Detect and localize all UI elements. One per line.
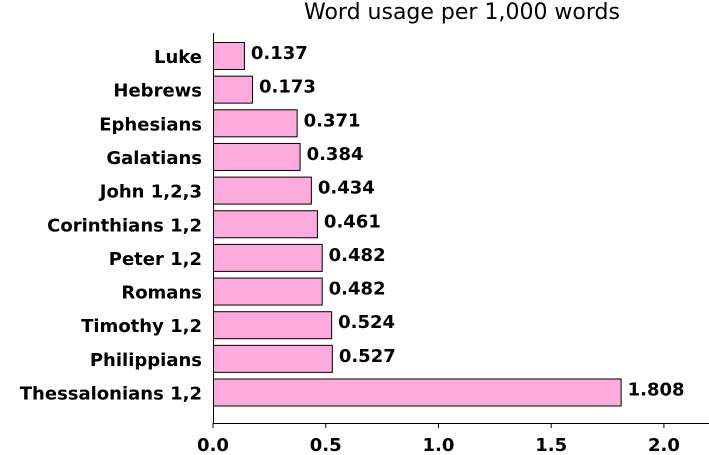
x-axis-ticks: 0.0 0.5 1.0 1.5 2.0 bbox=[197, 423, 680, 455]
x-tick-label-0: 0.0 bbox=[197, 435, 229, 455]
category-label-10: Thessalonians 1,2 bbox=[20, 384, 202, 405]
value-label-2: 0.371 bbox=[304, 110, 361, 131]
value-label-3: 0.384 bbox=[307, 144, 364, 165]
bar-9 bbox=[213, 344, 333, 373]
category-label-4: John 1,2,3 bbox=[98, 182, 202, 203]
value-label-10: 1.808 bbox=[628, 380, 685, 401]
bar-5 bbox=[213, 210, 318, 239]
category-label-3: Galatians bbox=[106, 148, 202, 169]
value-label-1: 0.173 bbox=[259, 77, 316, 98]
value-label-4: 0.434 bbox=[318, 178, 375, 199]
category-label-1: Hebrews bbox=[113, 81, 202, 102]
bar-3 bbox=[213, 142, 301, 171]
category-label-9: Philippians bbox=[90, 350, 202, 371]
value-label-9: 0.527 bbox=[339, 346, 396, 367]
bar-6 bbox=[213, 243, 323, 272]
x-tick-label-3: 1.5 bbox=[535, 435, 567, 455]
bar-0 bbox=[213, 42, 245, 70]
category-label-0: Luke bbox=[154, 47, 202, 68]
value-label-0: 0.137 bbox=[251, 43, 308, 64]
x-tick-label-1: 0.5 bbox=[310, 435, 342, 455]
value-label-8: 0.524 bbox=[338, 312, 395, 333]
bar-8 bbox=[213, 311, 333, 340]
x-tick-label-2: 1.0 bbox=[423, 435, 455, 455]
category-label-2: Ephesians bbox=[99, 114, 202, 135]
labels-layer: Luke 0.137 Hebrews 0.173 Ephesians 0.371 Galat… bbox=[20, 43, 685, 405]
bars-layer bbox=[213, 42, 622, 407]
category-label-5: Corinthians 1,2 bbox=[47, 215, 202, 236]
chart-title: Word usage per 1,000 words bbox=[304, 0, 620, 25]
value-label-6: 0.482 bbox=[329, 245, 386, 266]
bar-4 bbox=[213, 176, 312, 205]
bar-10 bbox=[213, 378, 622, 407]
bar-1 bbox=[213, 75, 254, 104]
x-tick-label-4: 2.0 bbox=[648, 435, 680, 455]
category-label-8: Timothy 1,2 bbox=[81, 316, 202, 337]
value-label-5: 0.461 bbox=[324, 211, 381, 232]
category-label-7: Romans bbox=[121, 283, 202, 304]
bar-7 bbox=[213, 277, 323, 306]
bar-2 bbox=[213, 109, 298, 138]
category-label-6: Peter 1,2 bbox=[109, 249, 202, 270]
value-label-7: 0.482 bbox=[329, 279, 386, 300]
